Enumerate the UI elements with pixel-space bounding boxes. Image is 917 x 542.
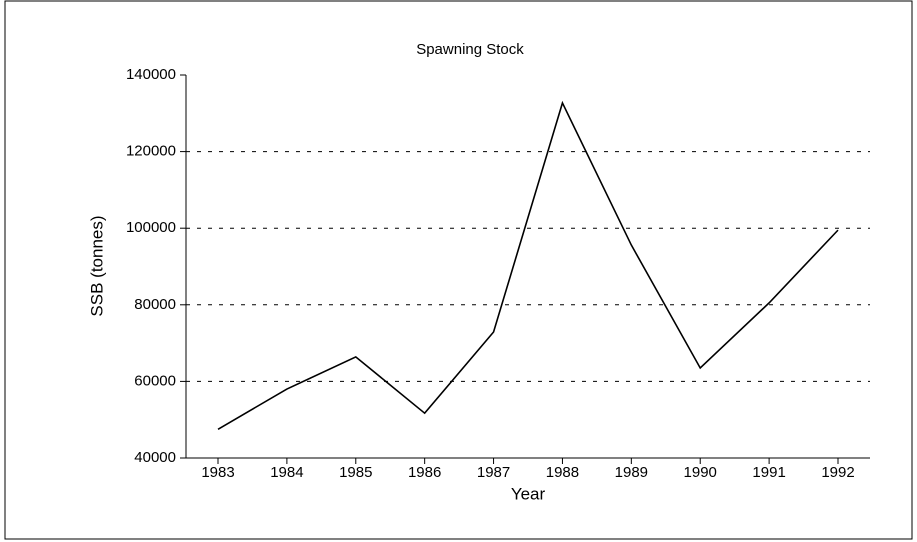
x-tick-label: 1989 [615,464,648,481]
data-line [217,100,839,430]
x-tick-label: 1991 [752,464,785,481]
y-tick-label: 140000 [126,66,176,83]
x-tick-label: 1990 [684,464,717,481]
y-tick-label: 120000 [126,143,176,160]
y-tick-label: 60000 [134,372,176,389]
y-tick-label: 80000 [134,296,176,313]
y-tick-label: 100000 [126,219,176,236]
y-tick-label: 40000 [134,449,176,466]
y-axis-label: SSB (tonnes) [87,215,106,316]
frame [4,0,913,540]
x-tick-label: 1988 [546,464,579,481]
x-tick-label: 1983 [201,464,234,481]
x-tick-label: 1985 [339,464,372,481]
chart-title: Spawning Stock [416,41,524,58]
x-tick-label: 1984 [270,464,303,481]
x-tick-label: 1992 [821,464,854,481]
x-tick-label: 1987 [477,464,510,481]
x-axis-label: Year [511,484,546,503]
x-tick-label: 1986 [408,464,441,481]
